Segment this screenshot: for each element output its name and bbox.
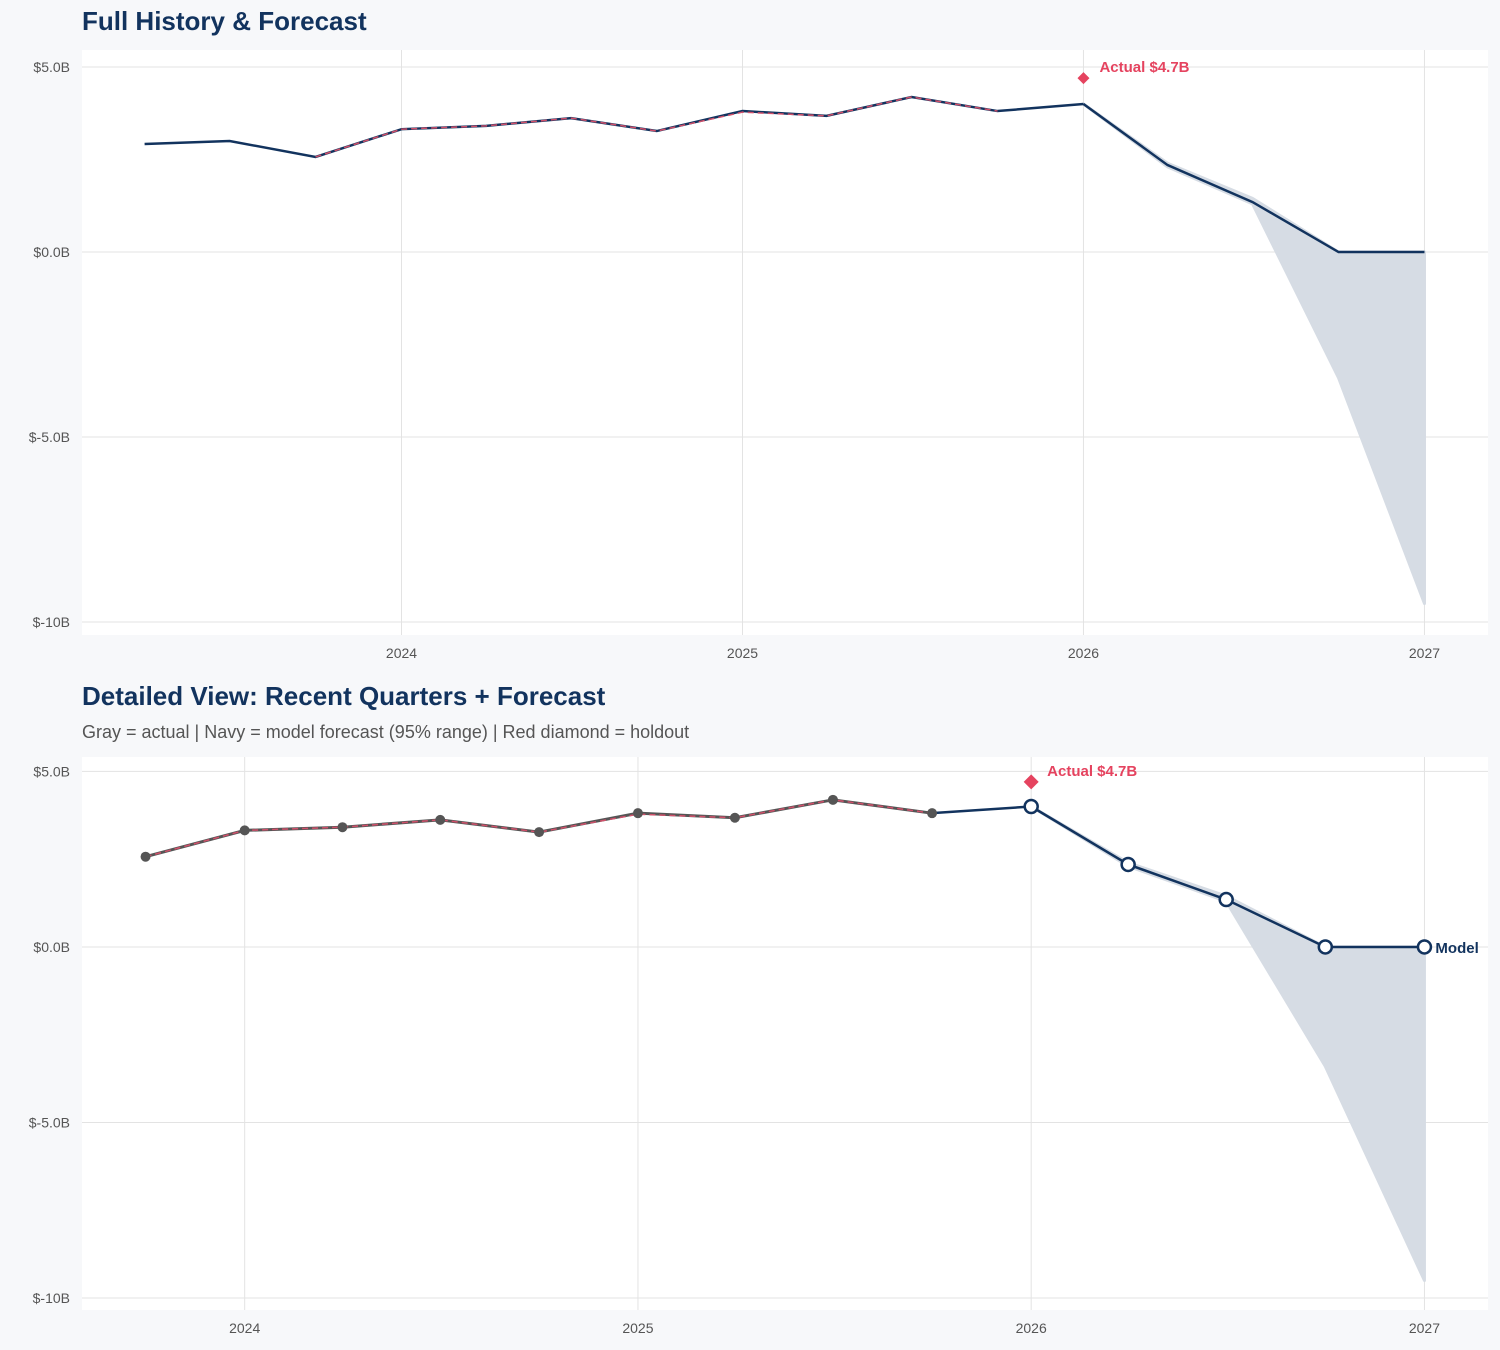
y-tick-label: $-5.0B bbox=[29, 429, 70, 445]
chart-1: $5.0B $0.0B $-5.0B $-10B 2024 2025 2026 2027 Act… bbox=[29, 50, 1488, 661]
y-tick-label: $5.0B bbox=[33, 763, 70, 779]
y-tick-label: $-5.0B bbox=[29, 1115, 70, 1131]
actual-point bbox=[534, 827, 545, 838]
chart-2: $5.0B $0.0B $-5.0B $-10B 2024 2025 2026 2027 Mod… bbox=[29, 757, 1488, 1336]
y-tick-label: $0.0B bbox=[33, 939, 70, 955]
x-tick-label: 2025 bbox=[622, 1320, 653, 1336]
y-tick-label: $5.0B bbox=[33, 59, 70, 75]
forecast-point bbox=[1023, 798, 1039, 815]
chart-2-title: Detailed View: Recent Quarters + Forecas… bbox=[82, 681, 606, 711]
y-tick-label: $-10B bbox=[33, 1290, 70, 1306]
fitted-dashed-line bbox=[145, 799, 933, 858]
plot-panel bbox=[82, 50, 1488, 635]
y-tick-label: $0.0B bbox=[33, 244, 70, 260]
holdout-label: Actual $4.7B bbox=[1047, 763, 1137, 780]
actual-point bbox=[337, 822, 348, 833]
forecast-point bbox=[1317, 939, 1334, 955]
y-tick-label: $-10B bbox=[33, 614, 70, 630]
x-tick-label: 2026 bbox=[1068, 645, 1099, 661]
x-tick-label: 2026 bbox=[1016, 1320, 1047, 1336]
holdout-diamond bbox=[1077, 72, 1090, 85]
bridge-line bbox=[931, 805, 1032, 815]
x-tick-label: 2025 bbox=[727, 645, 758, 661]
x-tick-label: 2027 bbox=[1409, 1320, 1440, 1336]
actual-point bbox=[140, 851, 151, 862]
model-end-label: Model bbox=[1435, 940, 1478, 957]
actual-point bbox=[435, 814, 446, 825]
actual-point bbox=[729, 812, 740, 823]
forecast-point bbox=[1218, 891, 1234, 908]
plot-panel bbox=[82, 757, 1488, 1310]
forecast-line bbox=[1082, 103, 1425, 254]
x-tick-label: 2024 bbox=[229, 1320, 260, 1336]
forecast-point bbox=[1416, 939, 1433, 955]
actual-point bbox=[927, 808, 938, 819]
x-tick-label: 2024 bbox=[386, 645, 417, 661]
chart-2-subtitle: Gray = actual | Navy = model forecast (9… bbox=[82, 722, 690, 742]
holdout-label: Actual $4.7B bbox=[1099, 59, 1189, 76]
actual-point bbox=[632, 808, 643, 819]
forecast-point bbox=[1120, 856, 1136, 873]
actual-point bbox=[827, 794, 838, 805]
x-tick-label: 2027 bbox=[1409, 645, 1440, 661]
actual-point bbox=[239, 825, 250, 836]
chart-1-title: Full History & Forecast bbox=[82, 6, 367, 36]
holdout-diamond bbox=[1023, 774, 1039, 790]
